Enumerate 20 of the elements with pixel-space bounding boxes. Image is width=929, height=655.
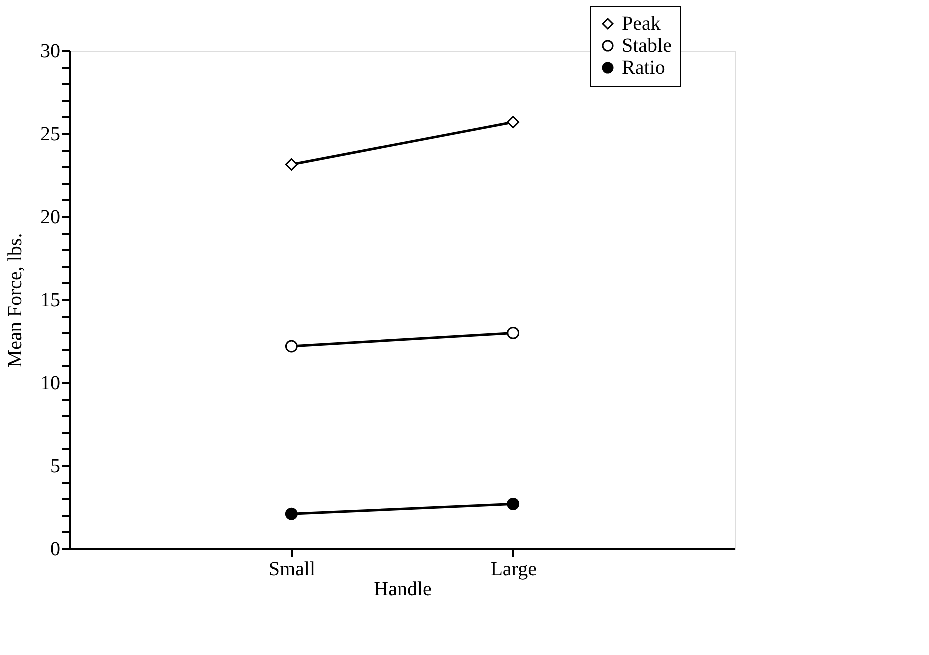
legend-label: Stable bbox=[622, 35, 672, 57]
y-tick-label: 5 bbox=[50, 456, 60, 478]
x-tick-label: Large bbox=[490, 558, 538, 580]
y-tick-label: 15 bbox=[40, 290, 60, 312]
legend-label: Ratio bbox=[622, 57, 666, 79]
x-tick-label: Small bbox=[268, 558, 316, 580]
point bbox=[285, 508, 298, 520]
point bbox=[507, 326, 520, 340]
point bbox=[507, 498, 520, 510]
y-tick-label: 10 bbox=[40, 372, 60, 394]
x-axis-title: Handle bbox=[374, 578, 432, 600]
point bbox=[507, 116, 520, 129]
y-tick-label: 30 bbox=[40, 40, 60, 62]
y-tick-label: 0 bbox=[50, 538, 60, 560]
point bbox=[285, 340, 298, 353]
y-tick-label: 20 bbox=[40, 206, 60, 228]
point bbox=[285, 158, 298, 171]
y-tick-label: 25 bbox=[40, 124, 60, 146]
legend-label: Peak bbox=[622, 13, 661, 35]
y-axis-title: Mean Force, lbs. bbox=[4, 233, 26, 368]
